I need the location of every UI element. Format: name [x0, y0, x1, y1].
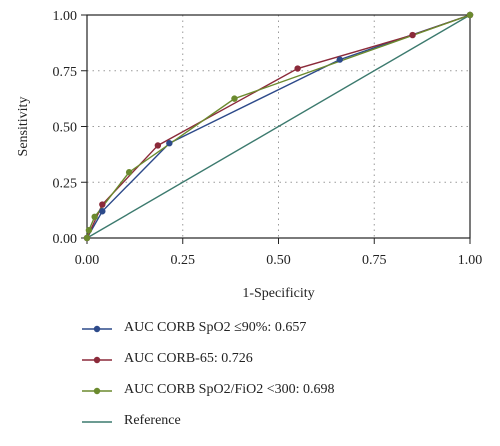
data-point [85, 226, 93, 234]
x-tick-label: 1.00 [458, 253, 483, 268]
y-tick-label: 0.75 [53, 65, 78, 80]
legend-item: Reference [82, 411, 482, 442]
legend-label: AUC CORB-65: 0.726 [124, 351, 253, 366]
legend-swatch [82, 387, 112, 395]
data-point [91, 213, 98, 221]
legend: AUC CORB SpO2 ≤90%: 0.657 AUC CORB-65: 0.… [82, 318, 482, 442]
data-point [466, 11, 474, 19]
x-axis-title: 1-Specificity [242, 286, 314, 301]
data-point [83, 234, 91, 242]
y-tick-label: 0.25 [53, 176, 78, 191]
series-line-3 [86, 14, 471, 239]
legend-label: AUC CORB SpO2/FiO2 <300: 0.698 [124, 382, 335, 397]
y-tick-label: 0.00 [53, 232, 78, 247]
legend-swatch-marker [93, 325, 101, 333]
data-point [166, 140, 173, 147]
data-point [409, 31, 416, 39]
legend-swatch [82, 356, 112, 364]
legend-swatch-marker [93, 356, 101, 364]
legend-label: AUC CORB SpO2 ≤90%: 0.657 [124, 320, 307, 335]
data-point [125, 169, 133, 176]
legend-item: AUC CORB SpO2 ≤90%: 0.657 [82, 318, 482, 349]
data-point [99, 201, 106, 208]
legend-swatch [82, 325, 112, 333]
y-tick-label: 0.50 [53, 121, 78, 136]
x-tick-label: 0.75 [362, 253, 387, 268]
legend-swatch [82, 421, 112, 423]
data-point [99, 208, 106, 215]
y-axis-title: Sensitivity [16, 97, 31, 157]
legend-swatch-marker [93, 387, 101, 395]
y-tick-label: 1.00 [53, 9, 78, 24]
data-point [154, 142, 162, 149]
data-point [231, 95, 238, 102]
legend-item: AUC CORB-65: 0.726 [82, 349, 482, 380]
roc-chart: 0.00 0.25 0.50 0.75 1.00 0.00 0.25 0.50 0.75 1.00… [16, 9, 483, 301]
legend-label: Reference [124, 413, 181, 428]
legend-item: AUC CORB SpO2/FiO2 <300: 0.698 [82, 380, 482, 411]
x-tick-label: 0.50 [266, 253, 291, 268]
x-tick-label: 0.00 [75, 253, 100, 268]
data-point [294, 65, 301, 72]
data-point [336, 56, 343, 63]
x-tick-label: 0.25 [171, 253, 196, 268]
